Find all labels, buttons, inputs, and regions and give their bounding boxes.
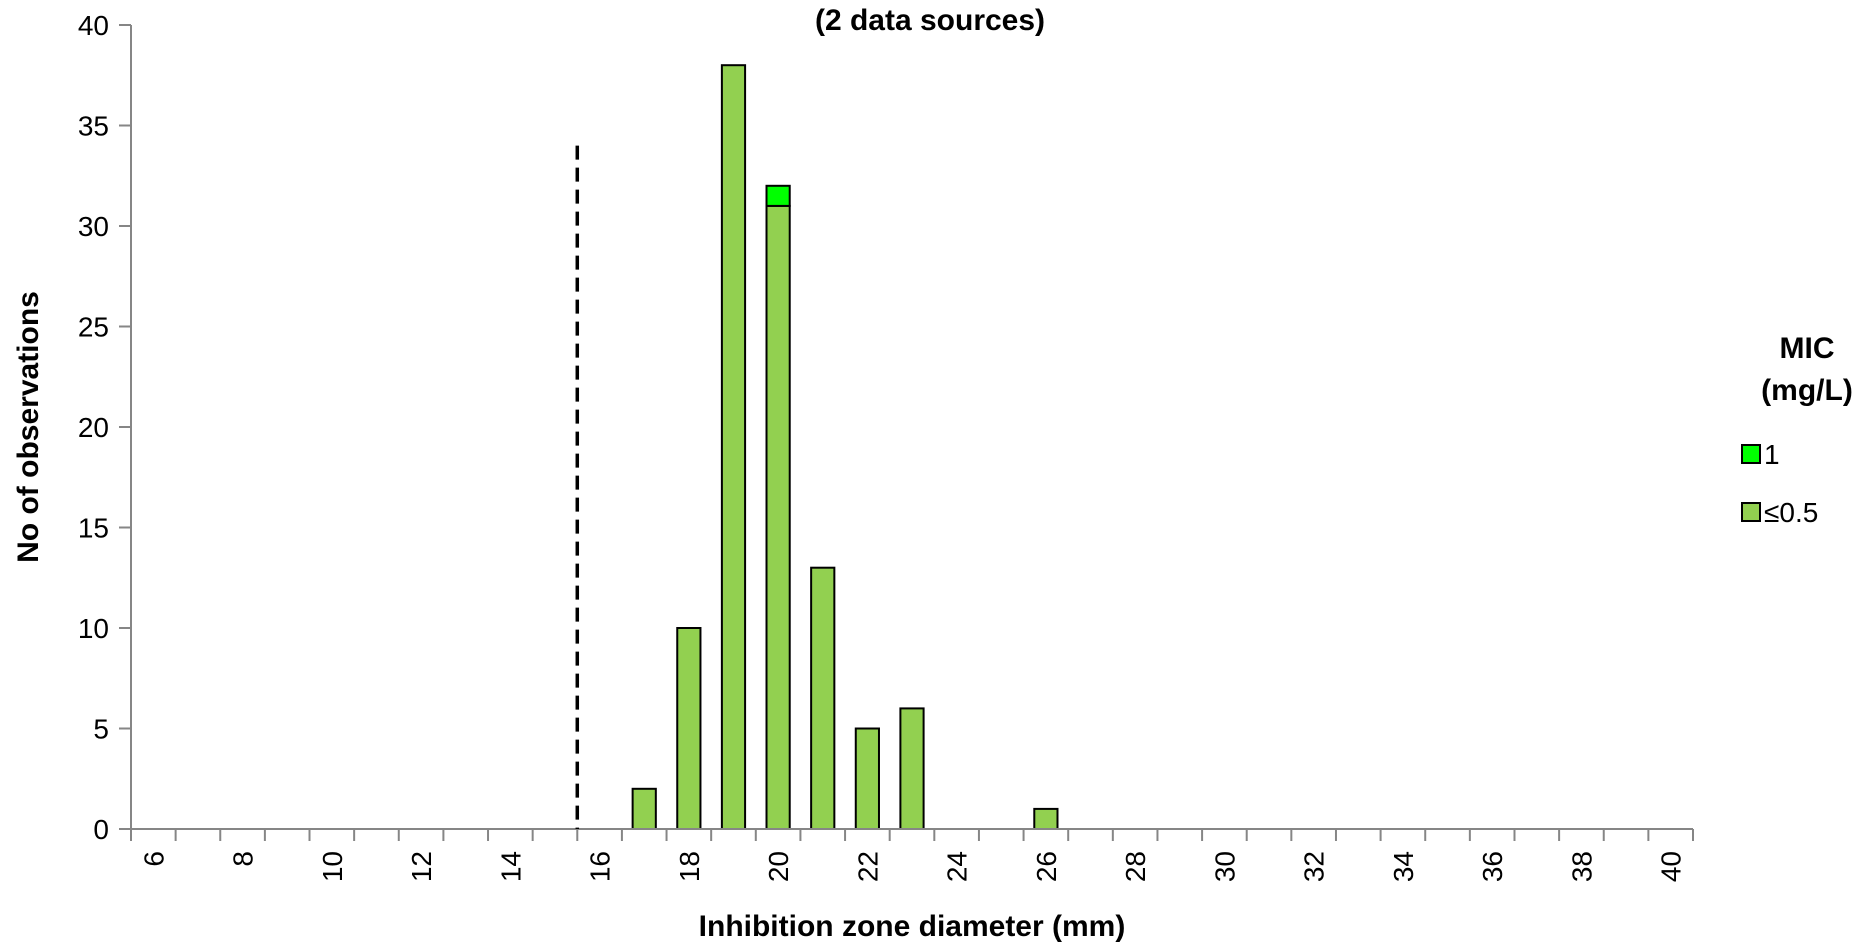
x-tick-label: 10 (317, 851, 348, 882)
x-tick-label: 18 (674, 851, 705, 882)
x-axis: 6 8 10 12 14 16 18 20 22 24 26 28 30 32 34 36 38 40 (130, 829, 1694, 882)
x-tick-label: 38 (1566, 851, 1597, 882)
legend-swatch (1741, 444, 1761, 464)
x-tick-label: 22 (852, 851, 883, 882)
x-tick-label: 14 (495, 851, 526, 882)
y-tick-label: 5 (93, 714, 109, 745)
y-tick-label: 20 (78, 412, 109, 443)
bar-segment (676, 627, 702, 830)
x-tick-label: 30 (1209, 851, 1240, 882)
bar-segment (810, 566, 836, 830)
bar-segment (720, 64, 747, 830)
y-tick-label: 10 (78, 613, 109, 644)
bar-segment (631, 787, 657, 830)
x-tick-label: 28 (1120, 851, 1151, 882)
bar-segment (899, 707, 925, 831)
legend-label: ≤0.5 (1764, 497, 1818, 528)
x-tick-label: 8 (228, 851, 259, 867)
bar-segment (765, 204, 791, 830)
legend-title-line1: MIC (1780, 332, 1835, 365)
y-tick-label: 0 (93, 814, 109, 845)
bar-segment (1033, 807, 1059, 831)
x-tick-label: 40 (1656, 851, 1687, 882)
y-axis-title: No of observations (12, 291, 45, 563)
x-tick-label: 12 (406, 851, 437, 882)
bars (631, 64, 1059, 831)
x-tick-label: 24 (942, 851, 973, 882)
y-tick-label: 15 (78, 513, 109, 544)
y-tick-label: 30 (78, 211, 109, 242)
legend: MIC (mg/L) 1 ≤0.5 (1741, 332, 1853, 528)
bar-segment (854, 727, 880, 830)
chart-title: (2 data sources) (815, 4, 1045, 37)
y-tick-label: 35 (78, 111, 109, 142)
x-tick-label: 34 (1388, 851, 1419, 882)
x-tick-label: 6 (138, 851, 169, 867)
legend-title-line2: (mg/L) (1761, 374, 1853, 407)
y-tick-label: 40 (78, 10, 109, 41)
y-axis: 0 5 10 15 20 25 30 35 40 (78, 10, 131, 845)
bar-segment (765, 184, 791, 207)
x-tick-label: 26 (1031, 851, 1062, 882)
y-tick-label: 25 (78, 312, 109, 343)
x-tick-label: 16 (585, 851, 616, 882)
x-axis-title: Inhibition zone diameter (mm) (699, 910, 1126, 943)
x-tick-label: 20 (763, 851, 794, 882)
x-tick-label: 32 (1299, 851, 1330, 882)
x-tick-label: 36 (1477, 851, 1508, 882)
legend-label: 1 (1764, 439, 1780, 470)
legend-swatch (1741, 502, 1761, 522)
